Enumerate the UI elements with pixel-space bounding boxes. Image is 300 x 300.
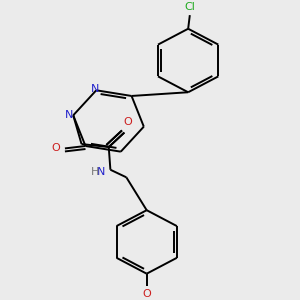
Text: N: N — [65, 110, 74, 120]
Text: O: O — [52, 143, 60, 153]
Text: Cl: Cl — [184, 2, 195, 12]
Text: O: O — [142, 290, 151, 299]
Text: O: O — [123, 117, 132, 128]
Text: H: H — [91, 167, 99, 177]
Text: N: N — [97, 167, 105, 177]
Text: N: N — [90, 84, 99, 94]
